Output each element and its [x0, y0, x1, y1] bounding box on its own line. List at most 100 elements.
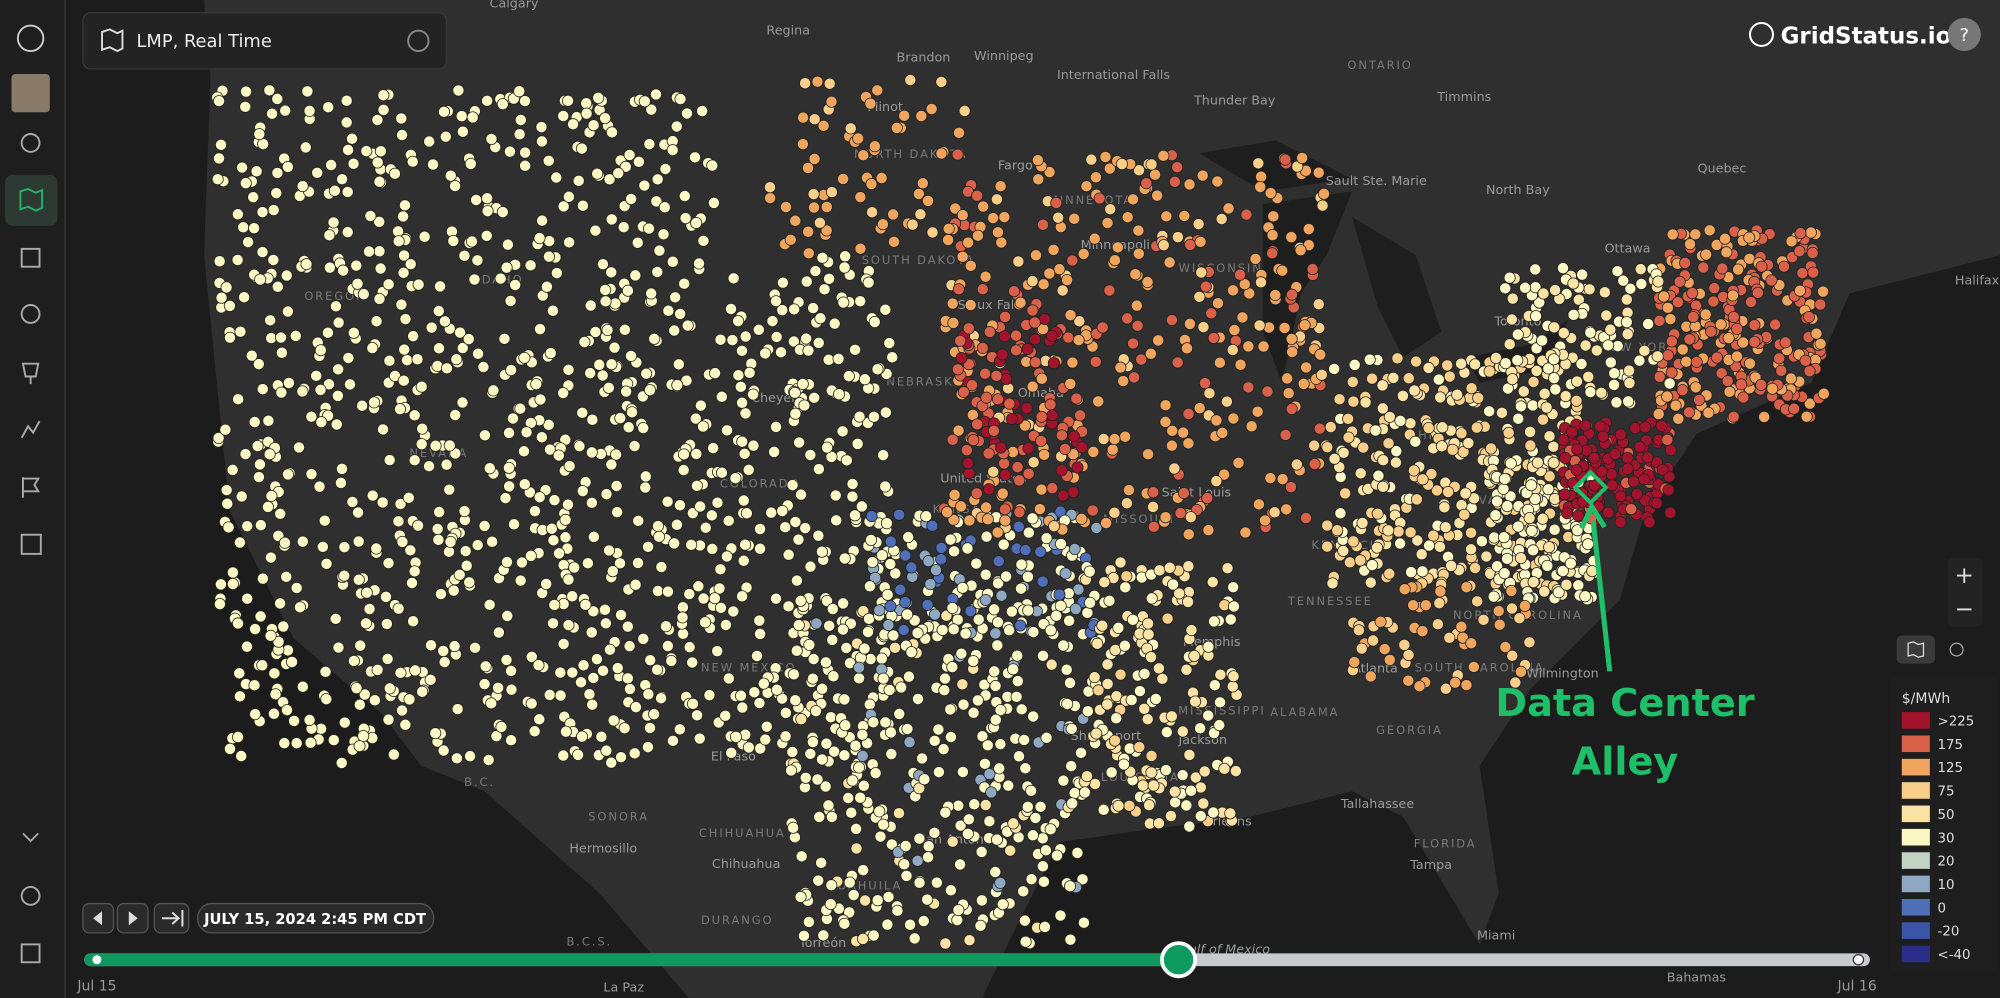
layer-button-2[interactable]	[1949, 642, 1964, 657]
nav-icon[interactable]	[20, 533, 42, 555]
timeline-handle[interactable]	[1160, 941, 1198, 979]
price-node	[623, 683, 636, 696]
price-node	[1029, 333, 1042, 346]
next-icon[interactable]	[128, 911, 138, 926]
price-node	[1433, 540, 1446, 553]
price-node	[296, 385, 309, 398]
price-node	[1216, 426, 1229, 439]
price-node	[865, 510, 878, 523]
price-node	[1091, 637, 1104, 650]
price-node	[1119, 430, 1132, 443]
price-node	[485, 132, 498, 145]
price-node	[1402, 372, 1415, 385]
price-node	[705, 509, 718, 522]
price-node	[964, 299, 977, 312]
latest-icon[interactable]	[161, 909, 184, 927]
price-node	[776, 276, 789, 289]
price-node	[846, 774, 859, 787]
price-node	[1206, 576, 1219, 589]
legend-swatch	[1901, 945, 1930, 963]
price-node	[849, 343, 862, 356]
price-node	[269, 688, 282, 701]
help-button[interactable]	[1947, 17, 1981, 52]
price-node	[1524, 425, 1537, 438]
price-node	[648, 332, 661, 345]
price-node	[1060, 663, 1073, 676]
price-node	[1227, 284, 1240, 297]
price-node	[1221, 562, 1234, 575]
price-node	[1699, 308, 1712, 321]
price-node	[1027, 456, 1040, 469]
layer-button[interactable]	[1896, 635, 1935, 664]
price-node	[941, 506, 954, 519]
price-node	[648, 708, 661, 721]
nav-icon[interactable]	[19, 187, 44, 212]
price-node	[808, 152, 821, 165]
price-node	[1211, 175, 1224, 188]
nav-active[interactable]	[5, 174, 58, 226]
price-node	[677, 627, 690, 640]
price-node	[884, 558, 897, 571]
price-node	[1374, 615, 1387, 628]
avatar[interactable]	[11, 74, 50, 113]
price-node	[1300, 361, 1313, 374]
price-node	[1195, 266, 1208, 279]
prev-icon[interactable]	[93, 911, 103, 926]
price-node	[1579, 590, 1592, 603]
logo-icon[interactable]	[16, 24, 45, 53]
zoom-out[interactable]: −	[1955, 596, 1974, 622]
nav-icon[interactable]	[21, 362, 40, 385]
nav-icon[interactable]	[20, 304, 41, 324]
price-node	[412, 519, 425, 532]
nav-icon[interactable]	[20, 133, 41, 153]
price-node	[829, 489, 842, 502]
settings-button[interactable]	[407, 29, 430, 53]
price-node	[990, 369, 1003, 382]
price-node	[596, 258, 609, 271]
price-node	[1180, 342, 1193, 355]
layer-icon[interactable]	[1907, 641, 1925, 658]
price-node	[877, 672, 890, 685]
price-node	[629, 578, 642, 591]
settings-icon[interactable]	[20, 886, 41, 906]
price-node	[240, 85, 253, 98]
price-node	[1441, 359, 1454, 372]
price-node	[1040, 532, 1053, 545]
price-node	[1720, 246, 1733, 259]
price-node	[939, 937, 952, 950]
price-node	[721, 424, 734, 437]
price-node	[911, 692, 924, 705]
price-node	[1352, 624, 1365, 637]
nav-icon[interactable]	[20, 247, 41, 268]
price-node	[438, 656, 451, 669]
price-node	[548, 598, 561, 611]
price-node	[954, 334, 967, 347]
price-node	[1160, 764, 1173, 777]
price-node	[699, 616, 712, 629]
price-node	[1176, 769, 1189, 782]
help-label[interactable]: ?	[1960, 25, 1969, 46]
price-node	[1367, 634, 1380, 647]
nav-icon[interactable]	[20, 420, 41, 439]
zoom-in[interactable]: +	[1955, 563, 1974, 589]
price-node	[1281, 372, 1294, 385]
map-label: B.C.	[464, 775, 495, 789]
price-node	[905, 646, 918, 659]
price-node	[725, 746, 738, 759]
price-node	[711, 645, 724, 658]
price-node	[1298, 319, 1311, 332]
price-node	[928, 608, 941, 621]
add-icon[interactable]	[20, 943, 41, 964]
price-node	[824, 711, 837, 724]
price-node	[263, 84, 276, 97]
price-node	[999, 468, 1012, 481]
price-node	[1057, 639, 1070, 652]
price-node	[262, 414, 275, 427]
price-node	[1661, 433, 1674, 446]
nav-icon[interactable]	[22, 477, 40, 498]
price-node	[1602, 339, 1615, 352]
price-node	[1254, 276, 1267, 289]
price-node	[490, 730, 503, 743]
collapse-icon[interactable]	[22, 832, 39, 843]
price-node	[1638, 344, 1651, 357]
